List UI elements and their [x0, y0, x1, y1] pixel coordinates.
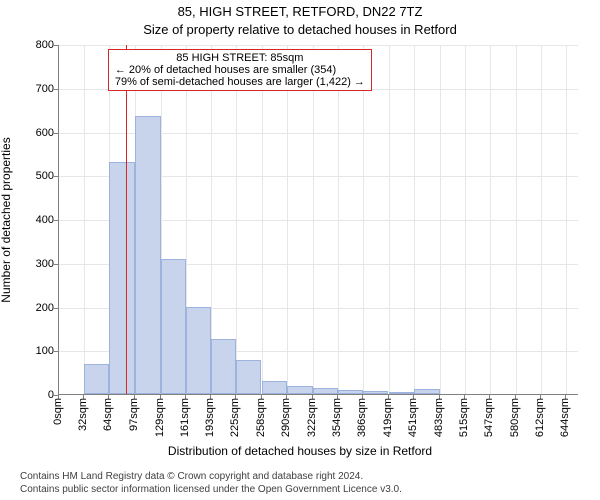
gridline-horizontal [59, 45, 578, 46]
gridline-vertical [566, 45, 567, 394]
x-tick-label: 97sqm [128, 398, 140, 431]
gridline-vertical [363, 45, 364, 394]
footer-attribution: Contains HM Land Registry data © Crown c… [20, 471, 402, 496]
y-tick-label: 700 [14, 83, 54, 95]
footer-line-1: Contains HM Land Registry data © Crown c… [20, 471, 402, 484]
x-tick-label: 290sqm [280, 398, 292, 437]
x-tick-label: 451sqm [407, 398, 419, 437]
y-tick-label: 500 [14, 170, 54, 182]
y-tick-mark [54, 351, 58, 352]
y-tick-label: 300 [14, 258, 54, 270]
footer-line-2: Contains public sector information licen… [20, 484, 402, 497]
x-tick-label: 64sqm [102, 398, 114, 431]
y-tick-mark [54, 220, 58, 221]
histogram-bar [363, 391, 388, 395]
chart-title-line2: Size of property relative to detached ho… [0, 22, 600, 37]
x-tick-label: 419sqm [382, 398, 394, 437]
histogram-bar [135, 116, 160, 394]
y-tick-mark [54, 45, 58, 46]
y-tick-mark [54, 264, 58, 265]
histogram-bar [186, 307, 211, 395]
histogram-bar [338, 390, 363, 394]
gridline-vertical [389, 45, 390, 394]
gridline-vertical [440, 45, 441, 394]
x-tick-label: 354sqm [331, 398, 343, 437]
x-axis-label: Distribution of detached houses by size … [0, 444, 600, 458]
annotation-line: 79% of semi-detached houses are larger (… [115, 76, 365, 88]
gridline-vertical [338, 45, 339, 394]
histogram-bar [84, 364, 109, 394]
histogram-bar [389, 392, 414, 394]
x-tick-label: 644sqm [559, 398, 571, 437]
x-tick-label: 322sqm [306, 398, 318, 437]
histogram-bar [287, 386, 312, 394]
x-tick-label: 161sqm [179, 398, 191, 437]
marker-line [126, 45, 127, 394]
y-tick-mark [54, 176, 58, 177]
histogram-bar [161, 259, 186, 394]
histogram-bar [414, 389, 439, 394]
gridline-vertical [287, 45, 288, 394]
histogram-bar [313, 388, 338, 394]
x-tick-label: 32sqm [77, 398, 89, 431]
gridline-vertical [313, 45, 314, 394]
gridline-vertical [490, 45, 491, 394]
x-tick-label: 193sqm [204, 398, 216, 437]
x-tick-label: 258sqm [255, 398, 267, 437]
x-tick-label: 483sqm [433, 398, 445, 437]
plot-area: 85 HIGH STREET: 85sqm← 20% of detached h… [58, 45, 578, 395]
chart-title-line1: 85, HIGH STREET, RETFORD, DN22 7TZ [0, 4, 600, 19]
y-tick-label: 200 [14, 302, 54, 314]
y-tick-mark [54, 89, 58, 90]
x-tick-label: 129sqm [154, 398, 166, 437]
x-tick-label: 547sqm [483, 398, 495, 437]
gridline-vertical [236, 45, 237, 394]
y-tick-label: 100 [14, 345, 54, 357]
x-tick-label: 225sqm [229, 398, 241, 437]
gridline-vertical [84, 45, 85, 394]
x-tick-label: 0sqm [52, 398, 64, 425]
histogram-bar [109, 162, 134, 394]
gridline-vertical [541, 45, 542, 394]
x-tick-label: 386sqm [356, 398, 368, 437]
histogram-bar [262, 381, 287, 394]
y-tick-label: 600 [14, 127, 54, 139]
y-tick-mark [54, 133, 58, 134]
y-tick-label: 400 [14, 214, 54, 226]
y-tick-label: 800 [14, 39, 54, 51]
gridline-vertical [516, 45, 517, 394]
histogram-bar [211, 339, 236, 394]
x-tick-label: 515sqm [458, 398, 470, 437]
histogram-bar [236, 360, 261, 394]
x-tick-label: 612sqm [534, 398, 546, 437]
gridline-vertical [414, 45, 415, 394]
gridline-vertical [465, 45, 466, 394]
y-axis-label: Number of detached properties [0, 137, 13, 302]
y-tick-mark [54, 308, 58, 309]
gridline-vertical [262, 45, 263, 394]
annotation-box: 85 HIGH STREET: 85sqm← 20% of detached h… [108, 49, 372, 91]
annotation-line: ← 20% of detached houses are smaller (35… [115, 64, 365, 76]
x-tick-label: 580sqm [509, 398, 521, 437]
y-tick-label: 0 [14, 389, 54, 401]
annotation-line: 85 HIGH STREET: 85sqm [115, 52, 365, 64]
